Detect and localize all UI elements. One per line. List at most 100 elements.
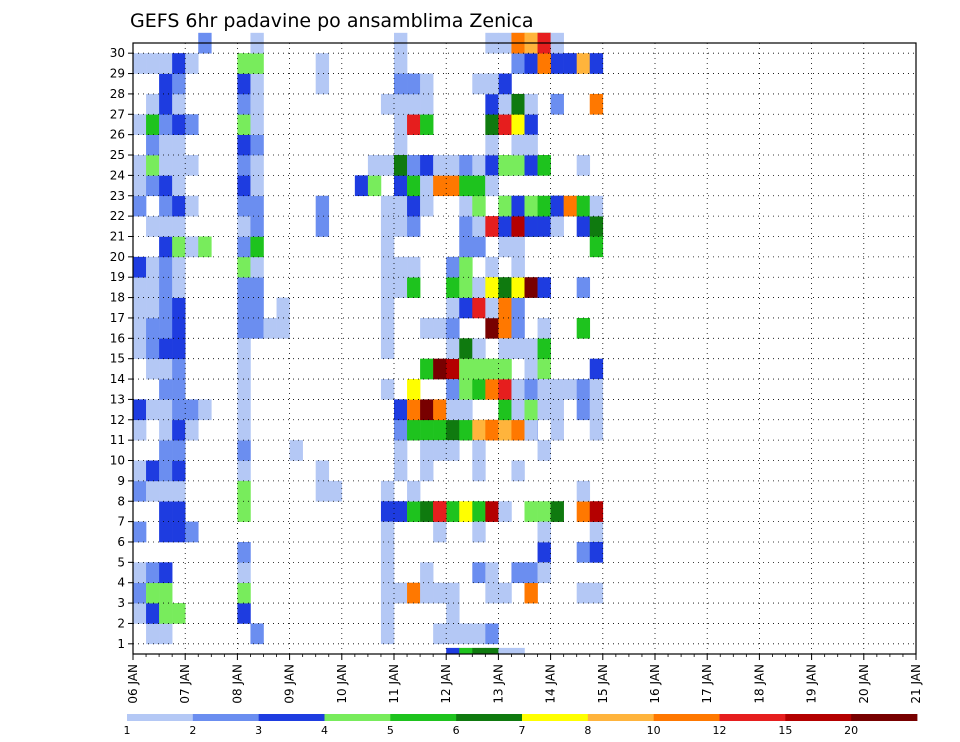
heatmap-cell bbox=[159, 501, 173, 522]
colorbar-label: 6 bbox=[453, 724, 460, 737]
heatmap-cell bbox=[237, 195, 251, 217]
heatmap-cell bbox=[407, 277, 421, 298]
heatmap-cell bbox=[498, 358, 512, 380]
heatmap-cell bbox=[250, 216, 264, 237]
heatmap-cell bbox=[159, 480, 173, 502]
heatmap-cell bbox=[472, 358, 486, 380]
heatmap-cell bbox=[472, 562, 486, 584]
heatmap-cell bbox=[576, 541, 591, 563]
x-tick-label: 11 JAN bbox=[387, 664, 401, 704]
heatmap-cell bbox=[511, 216, 525, 237]
x-tick-label: 07 JAN bbox=[178, 664, 192, 704]
heatmap-cell bbox=[172, 256, 186, 278]
heatmap-cell bbox=[367, 175, 382, 197]
heatmap-cell bbox=[237, 53, 251, 74]
y-tick-label: 24 bbox=[110, 168, 125, 182]
heatmap-cell bbox=[146, 216, 160, 237]
heatmap-cell bbox=[185, 195, 199, 217]
heatmap-cell bbox=[159, 73, 173, 95]
heatmap-cell bbox=[485, 216, 499, 237]
heatmap-cell bbox=[498, 338, 512, 359]
heatmap-cell bbox=[524, 338, 538, 359]
colorbar-swatch bbox=[522, 714, 589, 721]
heatmap-cell bbox=[550, 195, 564, 217]
x-tick-label: 19 JAN bbox=[805, 664, 819, 704]
heatmap-cell bbox=[420, 399, 434, 421]
heatmap-cell bbox=[537, 541, 551, 563]
heatmap-cell bbox=[172, 277, 186, 298]
heatmap-cell bbox=[394, 256, 408, 278]
colorbar-label: 10 bbox=[647, 724, 661, 737]
heatmap-cell bbox=[172, 399, 186, 421]
heatmap-cell bbox=[237, 93, 251, 115]
heatmap-cell bbox=[159, 460, 173, 482]
heatmap-cell bbox=[237, 562, 251, 584]
heatmap-cell bbox=[472, 460, 486, 482]
x-tick-label: 08 JAN bbox=[230, 664, 244, 704]
heatmap-cell bbox=[237, 216, 251, 237]
heatmap-cell bbox=[172, 114, 186, 135]
heatmap-cell bbox=[146, 155, 160, 176]
heatmap-cell bbox=[146, 562, 160, 584]
x-tick-label: 06 JAN bbox=[126, 664, 140, 704]
heatmap-cell bbox=[172, 419, 186, 441]
y-tick-label: 11 bbox=[110, 433, 125, 447]
heatmap-cell bbox=[133, 195, 147, 217]
heatmap-cell bbox=[485, 134, 499, 156]
heatmap-cell bbox=[380, 501, 395, 522]
heatmap-cell bbox=[263, 317, 277, 339]
heatmap-cell bbox=[459, 216, 473, 237]
heatmap-cell bbox=[446, 175, 460, 197]
heatmap-cell bbox=[394, 114, 408, 135]
heatmap-cell bbox=[407, 93, 421, 115]
heatmap-cell bbox=[185, 114, 199, 135]
heatmap-cell bbox=[380, 480, 395, 502]
heatmap-cell bbox=[172, 317, 186, 339]
heatmap-cell bbox=[511, 647, 525, 655]
y-tick-label: 13 bbox=[110, 392, 125, 406]
heatmap-cell bbox=[498, 297, 512, 319]
heatmap-cell bbox=[250, 114, 264, 135]
heatmap-cell bbox=[485, 562, 499, 584]
chart-title: GEFS 6hr padavine po ansamblima Zenica bbox=[130, 10, 534, 32]
heatmap-cell bbox=[589, 216, 604, 237]
heatmap-cell bbox=[550, 53, 564, 74]
heatmap-cell bbox=[537, 338, 551, 359]
heatmap-cell bbox=[576, 582, 591, 604]
heatmap-cell bbox=[380, 195, 395, 217]
heatmap-cell bbox=[433, 521, 447, 543]
heatmap-cell bbox=[537, 440, 551, 461]
heatmap-cell bbox=[159, 379, 173, 400]
heatmap-cell bbox=[420, 501, 434, 522]
heatmap-cell bbox=[172, 338, 186, 359]
heatmap-cell bbox=[472, 236, 486, 258]
heatmap-cell bbox=[394, 501, 408, 522]
heatmap-cell bbox=[380, 338, 395, 359]
heatmap-cell bbox=[433, 358, 447, 380]
heatmap-cell bbox=[446, 379, 460, 400]
heatmap-cell bbox=[459, 256, 473, 278]
heatmap-cell bbox=[407, 175, 421, 197]
heatmap-cell bbox=[511, 419, 525, 441]
heatmap-cell bbox=[485, 93, 499, 115]
heatmap-cell bbox=[472, 216, 486, 237]
heatmap-cell bbox=[498, 216, 512, 237]
heatmap-cell bbox=[472, 647, 486, 655]
heatmap-cell bbox=[146, 460, 160, 482]
heatmap-cell bbox=[498, 501, 512, 522]
heatmap-cell bbox=[250, 155, 264, 176]
heatmap-cell bbox=[380, 379, 395, 400]
heatmap-cell bbox=[485, 256, 499, 278]
heatmap-cell bbox=[159, 236, 173, 258]
heatmap-cell bbox=[420, 114, 434, 135]
heatmap-cell bbox=[472, 338, 486, 359]
y-tick-label: 16 bbox=[110, 331, 125, 345]
heatmap-cell bbox=[459, 379, 473, 400]
heatmap-cell bbox=[420, 175, 434, 197]
heatmap-cell bbox=[459, 501, 473, 522]
heatmap-cell bbox=[159, 134, 173, 156]
heatmap-cell bbox=[446, 317, 460, 339]
heatmap-cell bbox=[576, 501, 591, 522]
heatmap-cell bbox=[589, 419, 604, 441]
